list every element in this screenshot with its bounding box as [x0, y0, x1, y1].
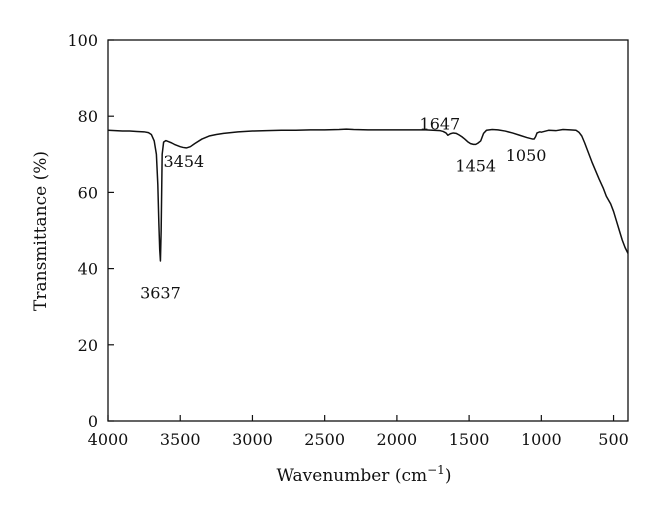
- x-tick-label: 4000: [88, 430, 129, 449]
- x-tick-label: 3500: [160, 430, 201, 449]
- y-tick-label: 20: [78, 336, 98, 355]
- x-tick-label: 500: [598, 430, 629, 449]
- peak-label-1454: 1454: [455, 156, 496, 175]
- y-tick-label: 40: [78, 260, 98, 279]
- peak-label-1647: 1647: [420, 114, 461, 133]
- x-axis-label-tail: ): [445, 466, 452, 486]
- peak-label-3454: 3454: [164, 152, 205, 171]
- peak-label-3637: 3637: [140, 284, 181, 303]
- x-tick-label: 1500: [449, 430, 490, 449]
- x-tick-label: 3000: [232, 430, 273, 449]
- x-tick-label: 2500: [304, 430, 345, 449]
- x-axis-label-main: Wavenumber (cm: [277, 466, 428, 486]
- y-tick-label: 80: [78, 107, 98, 126]
- peak-annotations: 3637 3454 1647 1454 1050: [140, 114, 546, 302]
- plot-area-frame: [107, 39, 629, 422]
- transmittance-series-line: [107, 128, 629, 262]
- y-tick-label: 100: [67, 31, 98, 50]
- x-axis-label: Wavenumber (cm−1): [277, 463, 452, 486]
- peak-label-1050: 1050: [506, 146, 547, 165]
- x-tick-label: 2000: [377, 430, 418, 449]
- y-tick-label: 0: [88, 412, 98, 431]
- x-tick-label: 1000: [521, 430, 562, 449]
- y-axis-label: Transmittance (%): [31, 151, 51, 311]
- x-axis-ticks: 4000 3500 3000 2500 2000 1500 1000 500: [88, 415, 629, 449]
- x-axis-label-superscript: −1: [427, 463, 445, 477]
- y-axis-ticks: 0 20 40 60 80 100: [67, 31, 114, 431]
- y-tick-label: 60: [78, 183, 98, 202]
